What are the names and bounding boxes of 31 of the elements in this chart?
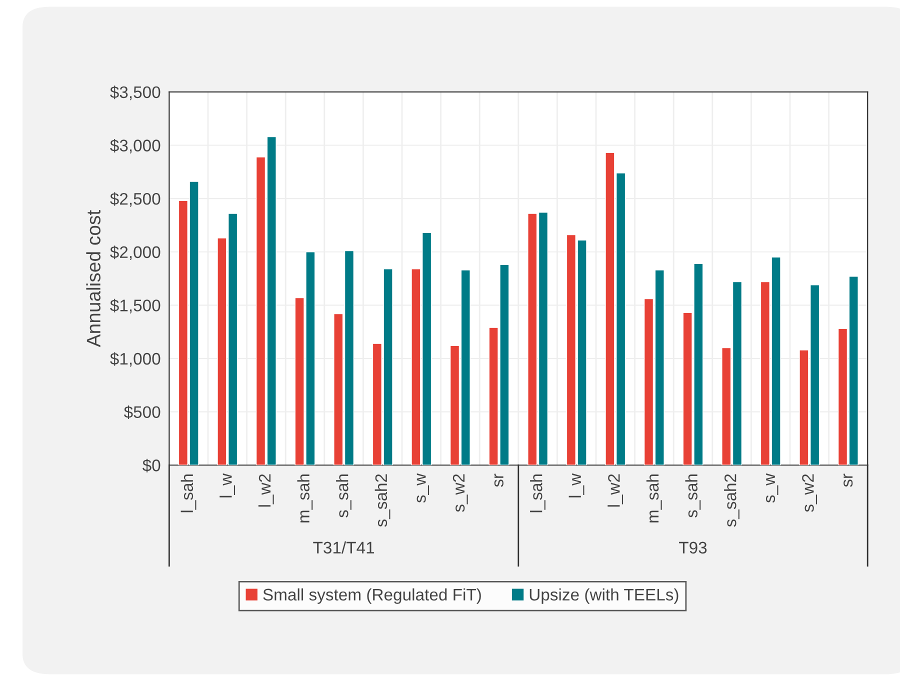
x-tick-label: s_sah (336, 474, 352, 518)
x-tick-label: l_w2 (608, 474, 624, 507)
x-tick-label: l_w2 (258, 474, 274, 507)
x-tick-label: sr (844, 474, 853, 487)
x-tick-label: s_w (416, 473, 430, 503)
legend-label: Small system (Regulated FiT) (263, 588, 481, 604)
text: T31/T41 (313, 541, 374, 554)
x-tick-label: s_sah (685, 474, 701, 518)
x-tick-label: s_w2 (452, 474, 468, 512)
y-tick-label: $500 (124, 406, 160, 420)
y-tick-label: $1,500 (110, 298, 160, 314)
y-tick-label: $3,000 (110, 138, 160, 154)
y-tick-label: $2,000 (110, 246, 160, 260)
y-tick-label: $2,500 (110, 192, 160, 207)
x-tick-label: m_sah (646, 474, 662, 522)
y-tick-label: $1,000 (110, 352, 160, 367)
x-tick-label: l_w (220, 473, 236, 498)
y-axis-title: Annualised cost (86, 210, 100, 348)
x-tick-label: sr (494, 474, 504, 487)
y-tick-label: $0 (142, 458, 160, 472)
x-tick-label: m_sah (297, 474, 313, 522)
x-tick-label: s_w (766, 473, 778, 503)
legend-label: Upsize (with TEELs) (530, 588, 678, 604)
x-tick-label: l_sah (180, 474, 196, 512)
x-tick-label: s_sah2 (374, 474, 390, 527)
x-tick-label: l_sah (530, 474, 546, 512)
y-tick-label: $3,500 (110, 86, 160, 100)
x-tick-label: l_w (568, 473, 584, 498)
x-tick-label: s_w2 (802, 474, 818, 512)
x-tick-label: s_sah2 (724, 474, 740, 527)
text: T93 (679, 542, 707, 554)
